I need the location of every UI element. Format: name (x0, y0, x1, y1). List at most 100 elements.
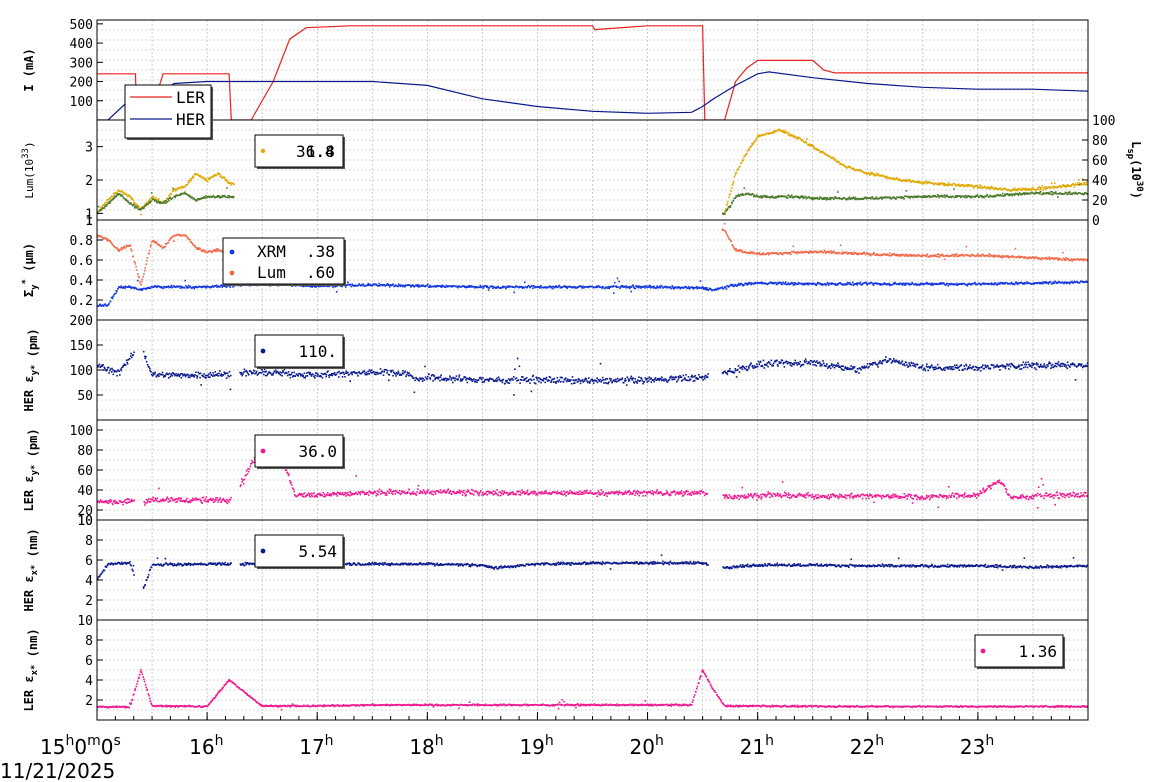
data-point (117, 250, 120, 252)
data-point (871, 172, 874, 174)
data-point (805, 142, 808, 144)
data-point (658, 379, 660, 381)
data-point (877, 254, 880, 256)
data-point (158, 375, 160, 377)
data-point (502, 285, 504, 288)
data-point (696, 378, 699, 380)
data-point (581, 379, 584, 381)
data-point (857, 253, 859, 256)
data-point (507, 382, 509, 384)
data-point (725, 231, 727, 233)
data-point (514, 286, 516, 289)
data-point (829, 198, 832, 201)
data-point (942, 369, 944, 371)
data-point (1021, 189, 1023, 192)
data-point (482, 287, 485, 289)
data-point (818, 198, 820, 200)
data-point (937, 283, 939, 286)
data-point (1011, 188, 1014, 191)
data-point (961, 282, 963, 285)
data-point (142, 288, 144, 290)
data-point (430, 375, 433, 377)
data-point (832, 251, 835, 254)
data-point (150, 373, 153, 376)
data-point (1035, 362, 1038, 364)
data-point (155, 376, 158, 378)
data-point (984, 364, 986, 367)
data-point (874, 254, 877, 257)
data-point (767, 282, 769, 285)
data-point (191, 242, 193, 244)
data-point (102, 364, 104, 366)
data-point (335, 291, 338, 293)
data-point (944, 194, 946, 197)
data-point (845, 367, 847, 369)
data-point (945, 367, 947, 369)
data-point (1066, 193, 1068, 196)
y-axis-title: Σy* (μm) (21, 243, 40, 297)
data-point (585, 378, 588, 380)
data-point (562, 286, 564, 288)
data-point (734, 249, 737, 252)
data-point (955, 367, 957, 369)
data-point (742, 251, 745, 253)
data-point (179, 187, 182, 190)
data-point (1057, 282, 1060, 284)
data-point (102, 204, 104, 207)
data-point (369, 370, 372, 373)
data-point (1044, 257, 1046, 260)
data-point (208, 178, 210, 181)
data-point (779, 195, 781, 198)
data-point (828, 252, 831, 254)
data-point (909, 253, 912, 256)
data-point (990, 187, 992, 189)
data-point (877, 362, 880, 365)
data-point (387, 373, 390, 376)
data-point (227, 374, 229, 377)
data-point (196, 286, 199, 289)
data-point (994, 195, 996, 198)
data-point (750, 251, 752, 253)
data-point (511, 377, 513, 380)
data-point (195, 200, 198, 202)
data-point (625, 285, 628, 287)
data-point (435, 285, 438, 288)
data-point (358, 283, 360, 285)
data-point (194, 172, 196, 175)
data-point (970, 196, 973, 199)
data-point (766, 196, 769, 199)
data-point (556, 376, 559, 379)
data-point (465, 379, 467, 381)
data-point (437, 377, 440, 380)
data-point (209, 371, 212, 374)
data-point (1078, 179, 1080, 181)
data-point (555, 285, 557, 287)
data-point (782, 131, 785, 134)
data-point (958, 184, 960, 187)
data-point (980, 195, 982, 197)
data-point (781, 359, 784, 362)
data-point (725, 204, 728, 207)
data-point (875, 198, 877, 200)
data-point (1053, 282, 1055, 284)
data-point (856, 252, 859, 255)
data-point (119, 193, 121, 196)
data-point (480, 376, 482, 379)
data-point (924, 196, 927, 198)
data-point (767, 252, 770, 254)
data-point (798, 197, 800, 200)
data-point (1086, 183, 1088, 186)
data-point (301, 373, 303, 376)
data-point (213, 285, 215, 288)
data-point (132, 199, 135, 202)
data-point (543, 377, 545, 380)
data-point (1024, 363, 1026, 366)
data-point (118, 248, 120, 251)
data-point (224, 373, 227, 375)
data-point (158, 198, 160, 200)
data-point (490, 285, 493, 288)
data-point (789, 252, 792, 254)
data-point (429, 377, 431, 379)
data-point (820, 150, 823, 153)
data-point (205, 251, 208, 254)
